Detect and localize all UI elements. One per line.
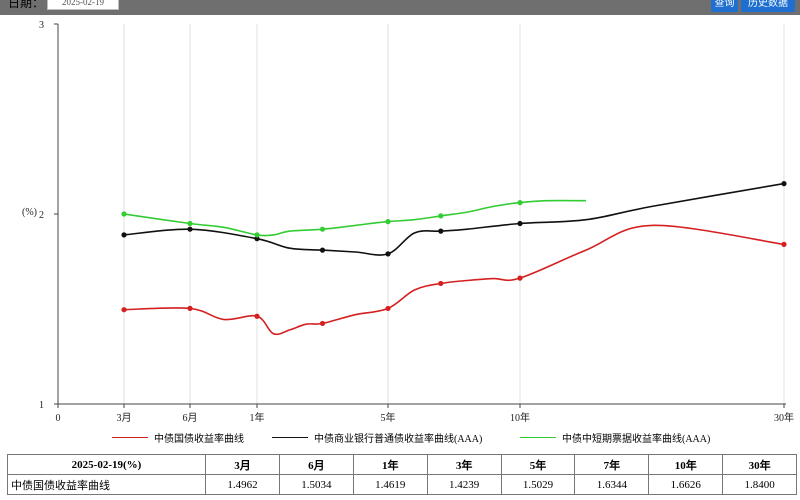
x-tick-label: 10年 [510,411,530,424]
x-tick-label: 3月 [117,412,132,424]
table-cell: 1.4619 [352,474,428,495]
legend-swatch [272,437,308,438]
data-point [187,226,193,232]
table-header-cell: 1年 [352,454,428,475]
date-input[interactable]: 2025-02-19 [47,0,119,10]
table-header-cell: 10年 [648,454,724,475]
y-tick-label: 3 [39,20,44,31]
x-tick-label: 0 [56,413,61,424]
data-point [254,232,260,238]
x-tick-label: 6月 [183,412,198,424]
table-header-cell: 3月 [205,454,280,475]
table-header-cell: 5年 [500,454,576,475]
query-button[interactable]: 查询 [711,0,738,12]
data-point [187,220,193,227]
legend-item[interactable]: 中债商业银行普通债收益率曲线(AAA) [272,430,482,445]
data-point [121,232,127,238]
yield-curve-chart: 1 2 3 (%) 0 3月 6月 1年 5年 10年 30年 [22,20,794,424]
yield-table: 2025-02-19(%) 3月 6月 1年 3年 5年 7年 10年 30年 … [7,454,797,495]
table-header-cell: 3年 [426,454,502,475]
data-point [438,228,444,234]
data-point [319,226,326,232]
table-header-cell: 2025-02-19(%) [7,454,206,475]
data-point [438,280,444,287]
legend-label: 中债中短期票据收益率曲线(AAA) [562,434,711,445]
legend-item[interactable]: 中债中短期票据收益率曲线(AAA) [520,430,710,445]
series-line [123,182,785,256]
y-axis-label: (%) [22,207,37,218]
legend-swatch [520,437,556,438]
table-cell: 1.5029 [500,474,576,495]
data-point [438,213,444,219]
data-point [121,211,127,217]
table-cell: 1.4239 [426,474,502,495]
legend-label: 中债商业银行普通债收益率曲线(AAA) [314,434,483,445]
history-data-button[interactable]: 历史数据 [741,0,795,12]
table-header-cell: 6月 [278,454,354,475]
table-cell: 1.8400 [722,474,797,495]
x-tick-label: 5年 [381,411,396,424]
data-point [319,247,326,253]
table-cell: 1.5034 [278,474,354,495]
series-line [123,224,785,336]
data-point [121,307,127,313]
data-point [781,181,787,187]
data-point [385,251,391,257]
data-point [517,275,523,281]
table-cell: 1.4962 [205,474,280,495]
legend-item[interactable]: 中债国债收益率曲线 [112,430,244,445]
legend-swatch [112,437,148,438]
data-point [254,236,260,242]
table-cell: 1.6344 [574,474,650,495]
y-tick-label: 2 [39,210,44,221]
series-line [123,199,587,237]
data-point [385,219,391,225]
table-cell: 中债国债收益率曲线 [7,474,206,495]
chart-legend: 中债国债收益率曲线 中债商业银行普通债收益率曲线(AAA) 中债中短期票据收益率… [0,430,800,446]
table-row: 中债国债收益率曲线 1.4962 1.5034 1.4619 1.4239 1.… [7,474,797,495]
data-point [187,305,193,311]
legend-label: 中债国债收益率曲线 [154,434,244,445]
table-header-cell: 30年 [722,454,797,475]
data-point [517,200,523,206]
data-point [319,320,326,327]
date-label: 日期： [8,0,45,10]
y-tick-label: 1 [39,400,44,411]
toolbar: 日期： 2025-02-19 查询 历史数据 [0,0,800,15]
table-header-cell: 7年 [574,454,650,475]
data-point [781,241,787,247]
data-point [517,220,523,227]
data-point [254,313,260,319]
table-cell: 1.6626 [648,474,724,495]
x-tick-label: 1年 [250,411,265,424]
table-header-row: 2025-02-19(%) 3月 6月 1年 3年 5年 7年 10年 30年 [7,454,797,475]
x-tick-label: 30年 [774,411,794,424]
data-point [385,305,391,312]
